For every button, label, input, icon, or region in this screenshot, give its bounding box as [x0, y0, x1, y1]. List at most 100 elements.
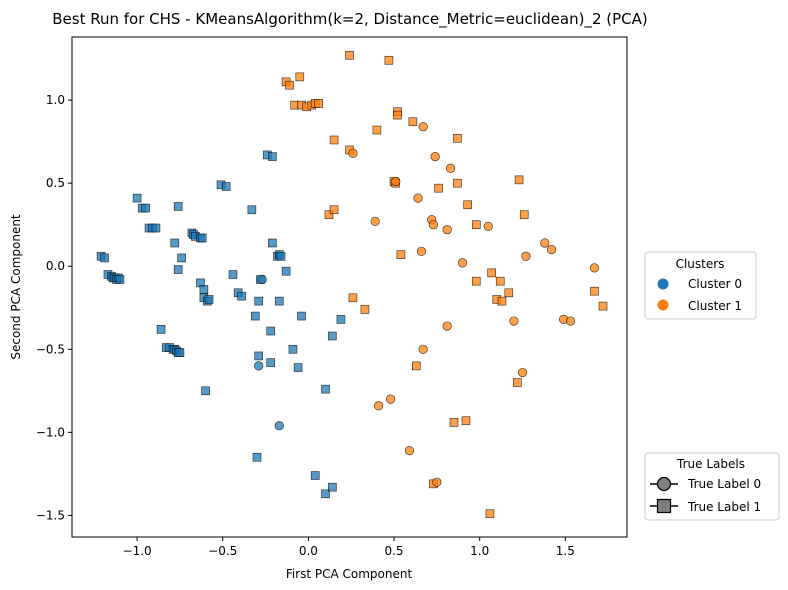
cluster-0-label: Cluster 0 [688, 277, 742, 291]
true-label-legend: True Labels True Label 0 True Label 1 [644, 452, 780, 521]
scatter-point-c1-l0-6 [370, 216, 380, 226]
scatter-point-c1-l0-14 [547, 245, 557, 255]
scatter-point-c0-l1-37 [274, 296, 284, 306]
scatter-point-c1-l0-2 [445, 163, 456, 173]
scatter-point-c1-l0-20 [442, 321, 452, 331]
scatter-point-c0-l1-24 [237, 291, 246, 301]
scatter-point-c1-l1-32 [495, 276, 505, 286]
scatter-point-c1-l1-9 [345, 50, 354, 60]
cluster-1-label: Cluster 1 [688, 299, 742, 313]
scatter-point-c0-l1-25 [247, 205, 257, 215]
y-axis-title: Second PCA Component [9, 214, 23, 360]
scatter-point-c0-l1-31 [268, 238, 277, 248]
true-label-0-swatch [656, 476, 672, 492]
scatter-point-c1-l0-24 [386, 394, 396, 404]
scatter-point-c1-l1-17 [453, 134, 462, 143]
scatter-point-c0-l1-54 [156, 325, 166, 334]
scatter-point-c1-l0-22 [517, 367, 528, 378]
scatter-point-c0-l0-0 [257, 274, 267, 285]
scatter-point-c0-l1-38 [281, 266, 291, 276]
scatter-point-c0-l1-40 [293, 363, 303, 372]
scatter-point-c1-l1-36 [360, 305, 370, 314]
scatter-point-c0-l1-22 [228, 270, 238, 279]
y-tick-label-1: −1.0 [36, 425, 65, 439]
scatter-point-c0-l1-41 [297, 311, 306, 321]
scatter-point-c1-l0-26 [432, 477, 442, 487]
scatter-point-c0-l1-6 [173, 202, 183, 211]
plot-points [96, 50, 608, 519]
x-tick-label-2: 0.0 [299, 544, 318, 558]
scatter-point-c1-l1-33 [497, 296, 507, 306]
true-label-legend-title: True Labels [676, 457, 745, 471]
y-axis: −1.5 −1.0 −0.5 0.0 0.5 1.0 [36, 93, 72, 522]
scatter-point-c1-l0-3 [348, 148, 358, 158]
scatter-point-c1-l1-43 [590, 286, 599, 296]
x-axis-title: First PCA Component [286, 567, 413, 581]
scatter-point-c0-l1-43 [252, 452, 262, 462]
scatter-point-c0-l1-64 [336, 315, 346, 324]
scatter-point-c1-l0-0 [418, 122, 428, 132]
scatter-point-c1-l1-15 [393, 110, 402, 120]
scatter-point-c0-l1-16 [199, 285, 209, 294]
cluster-1-swatch [657, 299, 669, 311]
x-tick-label-4: 1.0 [470, 544, 489, 558]
scatter-point-c1-l0-1 [430, 152, 440, 162]
scatter-point-c0-l1-7 [170, 238, 180, 248]
cluster-legend-frame [644, 251, 757, 320]
scatter-point-c0-l1-65 [310, 471, 320, 480]
plot-frame [71, 36, 628, 538]
scatter-point-c0-l1-39 [288, 344, 298, 354]
y-tick-label-2: −0.5 [36, 342, 65, 356]
scatter-point-c1-l1-38 [449, 418, 459, 427]
scatter-point-c1-l1-24 [463, 200, 472, 210]
scatter-point-c0-l0-2 [274, 421, 284, 431]
y-tick-label-4: 0.5 [46, 176, 65, 190]
scatter-point-c0-l1-63 [321, 384, 330, 394]
scatter-point-c0-l1-21 [221, 182, 231, 191]
scatter-point-c1-l0-19 [565, 316, 576, 326]
scatter-point-c0-l1-46 [100, 253, 109, 263]
scatter-point-c0-l1-27 [254, 296, 264, 306]
x-tick-label-5: 1.5 [556, 544, 575, 558]
scatter-point-c1-l0-10 [416, 246, 427, 256]
y-tick-label-5: 1.0 [46, 93, 65, 107]
scatter-point-c1-l1-39 [461, 416, 471, 426]
scatter-point-c1-l1-20 [434, 183, 443, 193]
scatter-point-c1-l1-44 [598, 301, 608, 311]
scatter-point-c1-l0-21 [418, 344, 428, 354]
scatter-point-c0-l1-8 [173, 265, 183, 274]
scatter-point-c1-l1-35 [348, 293, 358, 303]
scatter-point-c1-l1-37 [412, 361, 421, 371]
scatter-point-c0-l1-2 [141, 203, 150, 213]
y-tick-label-3: 0.0 [46, 259, 65, 273]
scatter-point-c0-l1-67 [328, 482, 337, 492]
cluster-legend: Clusters Cluster 0 Cluster 1 [644, 251, 757, 320]
scatter-point-c1-l1-21 [453, 178, 462, 188]
chart-title: Best Run for CHS - KMeansAlgorithm(k=2, … [52, 10, 648, 29]
scatter-point-c1-l1-11 [329, 135, 339, 145]
x-tick-label-3: 0.5 [384, 544, 403, 558]
cluster-0-swatch [657, 278, 669, 290]
scatter-point-c1-l1-41 [485, 509, 495, 519]
y-tick-label-0: −1.5 [36, 508, 65, 522]
scatter-point-c1-l1-34 [504, 288, 514, 298]
scatter-point-c1-l1-10 [384, 55, 394, 65]
scatter-point-c0-l1-0 [132, 193, 142, 203]
scatter-point-c0-l1-62 [328, 331, 337, 341]
scatter-point-c0-l1-53 [115, 275, 125, 284]
scatter-point-c0-l1-9 [177, 253, 186, 263]
scatter-point-c0-l1-36 [276, 251, 286, 261]
scatter-point-c1-l1-1 [285, 80, 294, 90]
true-label-1-label: True Label 1 [687, 500, 761, 514]
x-axis: −1.0 −0.5 0.0 0.5 1.0 1.5 [123, 537, 575, 558]
true-label-legend-frame [644, 452, 780, 521]
scatter-point-c0-l1-19 [204, 295, 214, 304]
scatter-point-c0-l1-5 [151, 223, 161, 233]
scatter-point-c1-l1-27 [519, 210, 529, 220]
scatter-point-c1-l0-23 [374, 401, 384, 411]
scatter-point-c1-l0-13 [540, 238, 550, 248]
scatter-point-c0-l1-14 [197, 233, 207, 243]
x-tick-label-1: −0.5 [208, 544, 237, 558]
scatter-point-c1-l0-16 [589, 263, 600, 273]
